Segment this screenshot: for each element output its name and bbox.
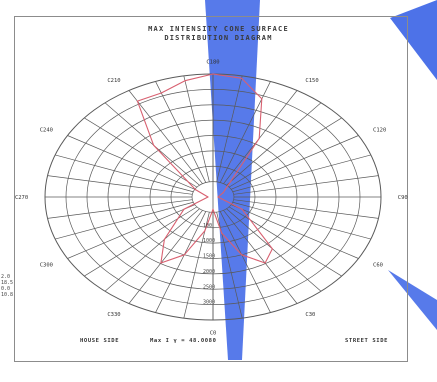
curve-point [194,189,197,191]
curve-point [136,100,138,102]
curve-point [258,137,260,140]
grid-spoke [55,201,194,240]
grid-spoke [231,204,359,259]
grid-spoke [84,206,198,277]
polar-grid [44,73,382,321]
c-plane-label: C90 [398,195,408,201]
footer-street-side: STREET SIDE [345,338,389,344]
curve-point [153,144,155,146]
curve-point [160,262,162,264]
chart-title-line-2: DISTRIBUTION DIAGRAM [164,34,273,42]
curve-point [271,248,273,250]
curve-point [183,208,185,210]
radial-value-label: 1000 [203,238,215,244]
curve-point [240,77,243,79]
c-plane-label: C240 [40,127,53,133]
curve-point [222,192,224,194]
grid-spoke [128,90,203,184]
c-plane-label: C150 [305,78,318,84]
grid-spoke [219,81,271,183]
curve-point [261,98,263,100]
grid-spoke [155,81,207,183]
grid-spoke [231,135,359,190]
grid-spoke [183,75,210,182]
grid-spoke [104,208,200,292]
radial-value-label: 2000 [203,269,215,275]
radial-value-label: 1500 [203,254,215,260]
curve-point [241,208,243,210]
curve-point [160,92,162,94]
polar-labels: C0 C30 C60 C90 C120 C150 C180 C210 C240 C270 C300 C… [15,60,408,337]
curve-point [183,254,185,256]
c-plane-label: C120 [373,127,386,133]
c-plane-label: C60 [373,263,383,269]
c-plane-label: C30 [305,312,315,318]
footer-house-side: HOUSE SIDE [80,338,120,344]
curve-point [212,208,214,210]
c-plane-label: C0 [210,330,217,336]
grid-spoke [216,212,243,319]
grid-spoke [155,211,207,313]
grid-spoke [233,199,379,219]
intensity-curve-layer [136,73,273,264]
grid-spoke [216,75,243,182]
grid-spoke [232,154,371,193]
curve-point [264,262,266,264]
grid-spoke [219,211,271,313]
curve-point [221,232,223,234]
radial-value-label: 2500 [203,284,215,290]
curve-point [241,254,243,256]
grid-spoke [84,117,198,188]
curve-point [212,73,214,75]
curve-point [163,238,166,241]
grid-spoke [47,175,193,195]
grid-spoke [67,204,195,259]
c-plane-label: C210 [107,78,120,84]
grid-spoke [228,117,342,188]
grid-spoke [226,208,322,292]
curve-point [184,80,186,82]
grid-spoke [223,210,298,304]
grid-spoke [232,201,371,240]
radial-value-label: 3000 [203,300,215,306]
c-plane-label: C330 [107,312,120,318]
c-plane-label: C180 [206,60,219,66]
grid-spoke [47,199,193,219]
side-value-2: 18.5 [1,280,14,286]
grid-spoke [104,102,200,186]
grid-spoke [128,210,203,304]
side-value-4: 10.8 [1,292,14,298]
curve-point [204,230,206,232]
radial-value-label: 100 [203,223,212,229]
c-plane-label: C270 [15,195,28,201]
side-value-1: 2.0 [1,274,11,280]
grid-spoke [226,102,322,186]
grid-spoke [67,135,195,190]
side-value-3: 0.0 [1,286,11,292]
diagram-frame [14,16,408,362]
intensity-curve [136,73,273,264]
curve-point [207,196,209,198]
grid-spoke [233,175,379,195]
curve-point [217,196,219,198]
grid-spoke [228,206,342,277]
grid-spoke [223,90,298,184]
c-plane-label: C300 [40,263,53,269]
footer-max-intensity: Max I γ = 48.0080 [150,338,217,344]
grid-spoke [55,154,194,193]
chart-title-line-1: MAX INTENSITY CONE SURFACE [148,25,289,33]
